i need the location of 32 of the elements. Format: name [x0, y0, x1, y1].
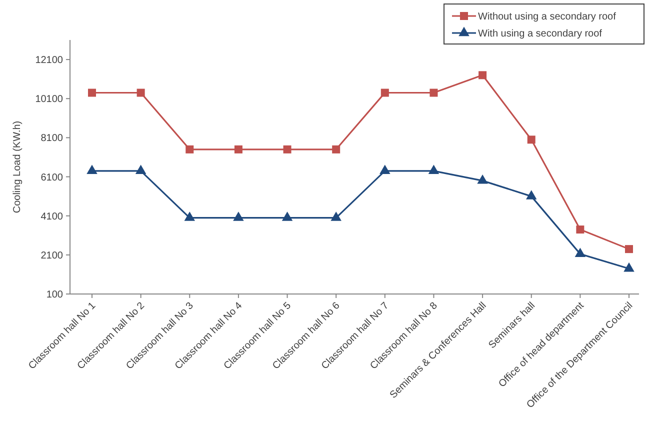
point [526, 190, 537, 200]
point [380, 88, 389, 97]
point [234, 145, 242, 154]
point [430, 88, 438, 97]
point [330, 212, 342, 221]
point [574, 248, 586, 258]
point [283, 145, 292, 154]
y-tick-label: 6100 [40, 172, 64, 184]
point [332, 145, 340, 154]
point [624, 262, 634, 272]
y-tick-label: 8100 [40, 133, 64, 144]
point [527, 136, 536, 144]
point [136, 88, 145, 97]
point [282, 212, 293, 221]
point [428, 164, 440, 174]
point [86, 164, 98, 174]
legend-label: With using a secondary roof [478, 28, 602, 40]
y-tick-label: 4100 [40, 211, 64, 222]
point [186, 145, 194, 154]
y-tick-label: 10100 [35, 94, 64, 106]
point [477, 174, 488, 184]
point [233, 212, 244, 221]
legend-label: Without using a secondary roof [478, 12, 616, 22]
point [478, 71, 487, 80]
point [184, 212, 196, 221]
point [380, 164, 390, 174]
y-axis-title: Cooling Load (KW.h) [12, 120, 23, 214]
y-tick-label: 2100 [40, 250, 64, 262]
y-tick-label: 100 [46, 290, 64, 300]
point [88, 88, 96, 97]
y-tick-label: 12100 [35, 55, 64, 66]
point [135, 164, 146, 174]
